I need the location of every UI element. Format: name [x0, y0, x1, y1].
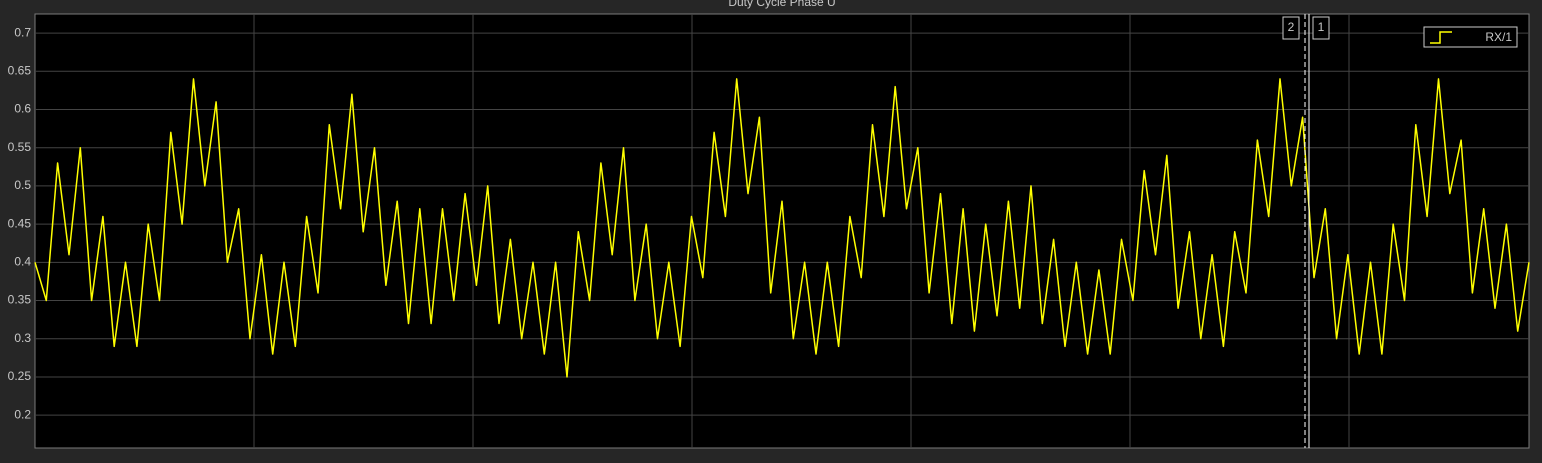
- y-tick-label: 0.45: [8, 216, 32, 230]
- y-tick-label: 0.6: [14, 102, 31, 116]
- vertical-grid: [253, 14, 1350, 448]
- chart-title: Duty Cycle Phase U: [728, 0, 835, 9]
- legend-swatch: [1430, 31, 1452, 44]
- y-tick-label: 0.55: [8, 140, 32, 154]
- cursor-label: 2: [1288, 20, 1295, 34]
- y-tick-label: 0.4: [14, 254, 31, 268]
- y-tick-label: 0.7: [14, 25, 31, 39]
- cursor-tag: [1312, 16, 1330, 40]
- legend-label: RX/1: [1485, 30, 1512, 44]
- cursor-label: 1: [1318, 20, 1325, 34]
- y-tick-label: 0.25: [8, 369, 32, 383]
- y-tick-label: 0.5: [14, 178, 31, 192]
- y-tick-label: 0.65: [8, 63, 32, 77]
- data-line: [34, 78, 1530, 378]
- y-tick-label: 0.35: [8, 293, 32, 307]
- plot: [34, 78, 1530, 378]
- y-tick-label: 0.2: [14, 407, 31, 421]
- y-tick-label: 0.3: [14, 331, 31, 345]
- cursor-tag: [1282, 16, 1300, 40]
